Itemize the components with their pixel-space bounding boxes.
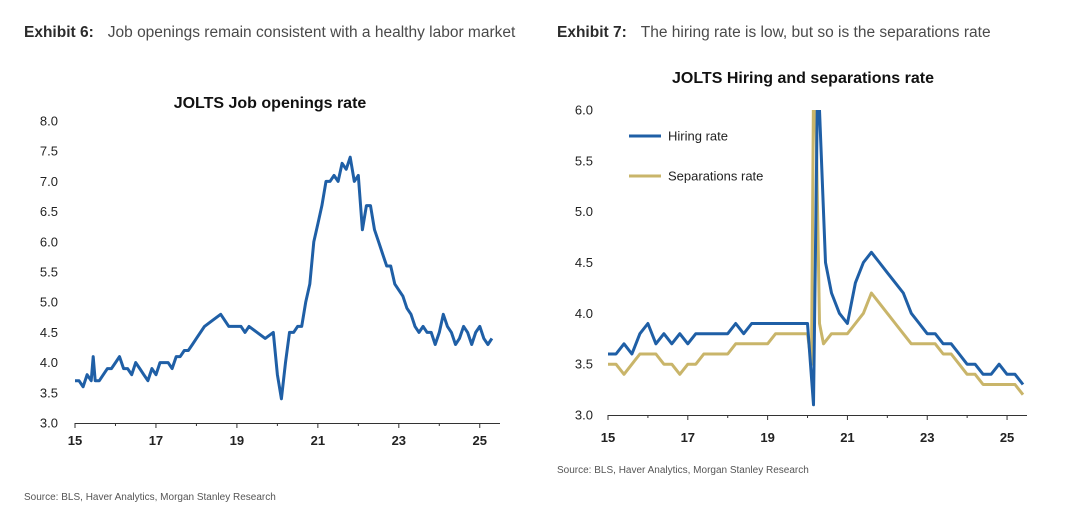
exhibit-6-label: Exhibit 6: xyxy=(24,24,94,41)
x-tick-label: 21 xyxy=(840,430,854,445)
y-tick-label: 4.0 xyxy=(575,306,593,321)
y-tick-label: 5.0 xyxy=(575,204,593,219)
x-tick-label: 21 xyxy=(311,433,325,448)
chart-title: JOLTS Job openings rate xyxy=(174,95,367,112)
series-line-hiring-rate xyxy=(608,110,1025,407)
x-tick-label: 25 xyxy=(1000,430,1014,445)
exhibit-6-heading: Exhibit 6: Job openings remain consistent… xyxy=(24,21,524,44)
x-tick-label: 17 xyxy=(149,433,163,448)
y-tick-label: 5.5 xyxy=(575,153,593,168)
x-tick-label: 17 xyxy=(681,430,695,445)
x-tick-label: 25 xyxy=(473,433,487,448)
y-tick-label: 6.0 xyxy=(575,103,593,118)
exhibit-7-source: Source: BLS, Haver Analytics, Morgan Sta… xyxy=(557,465,809,476)
series-line-separations-rate xyxy=(608,110,1025,396)
y-tick-label: 5.0 xyxy=(40,295,58,310)
x-tick-label: 23 xyxy=(920,430,934,445)
y-tick-label: 7.0 xyxy=(40,174,58,189)
exhibit-7-text: The hiring rate is low, but so is the se… xyxy=(640,24,991,41)
y-tick-label: 3.0 xyxy=(575,408,593,423)
legend-label: Separations rate xyxy=(668,169,763,184)
x-tick-label: 15 xyxy=(601,430,615,445)
chart-title: JOLTS Hiring and separations rate xyxy=(672,70,934,87)
y-tick-label: 4.5 xyxy=(575,255,593,270)
exhibit-7-heading: Exhibit 7: The hiring rate is low, but so… xyxy=(557,21,1057,44)
y-tick-label: 3.5 xyxy=(575,357,593,372)
exhibit-6-source: Source: BLS, Haver Analytics, Morgan Sta… xyxy=(24,492,276,503)
y-tick-label: 3.0 xyxy=(40,416,58,431)
y-tick-label: 6.5 xyxy=(40,204,58,219)
series-line-job-openings-rate xyxy=(75,155,494,401)
x-tick-label: 23 xyxy=(392,433,406,448)
y-tick-label: 3.5 xyxy=(40,385,58,400)
y-tick-label: 6.0 xyxy=(40,234,58,249)
x-tick-label: 19 xyxy=(760,430,774,445)
y-tick-label: 4.5 xyxy=(40,325,58,340)
legend-label: Hiring rate xyxy=(668,129,728,144)
y-tick-label: 7.5 xyxy=(40,144,58,159)
y-tick-label: 8.0 xyxy=(40,114,58,129)
y-tick-label: 5.5 xyxy=(40,265,58,280)
exhibit-7-label: Exhibit 7: xyxy=(557,24,627,41)
y-tick-label: 4.0 xyxy=(40,355,58,370)
exhibit-6-text: Job openings remain consistent with a he… xyxy=(107,24,516,41)
x-tick-label: 19 xyxy=(230,433,244,448)
x-tick-label: 15 xyxy=(68,433,82,448)
